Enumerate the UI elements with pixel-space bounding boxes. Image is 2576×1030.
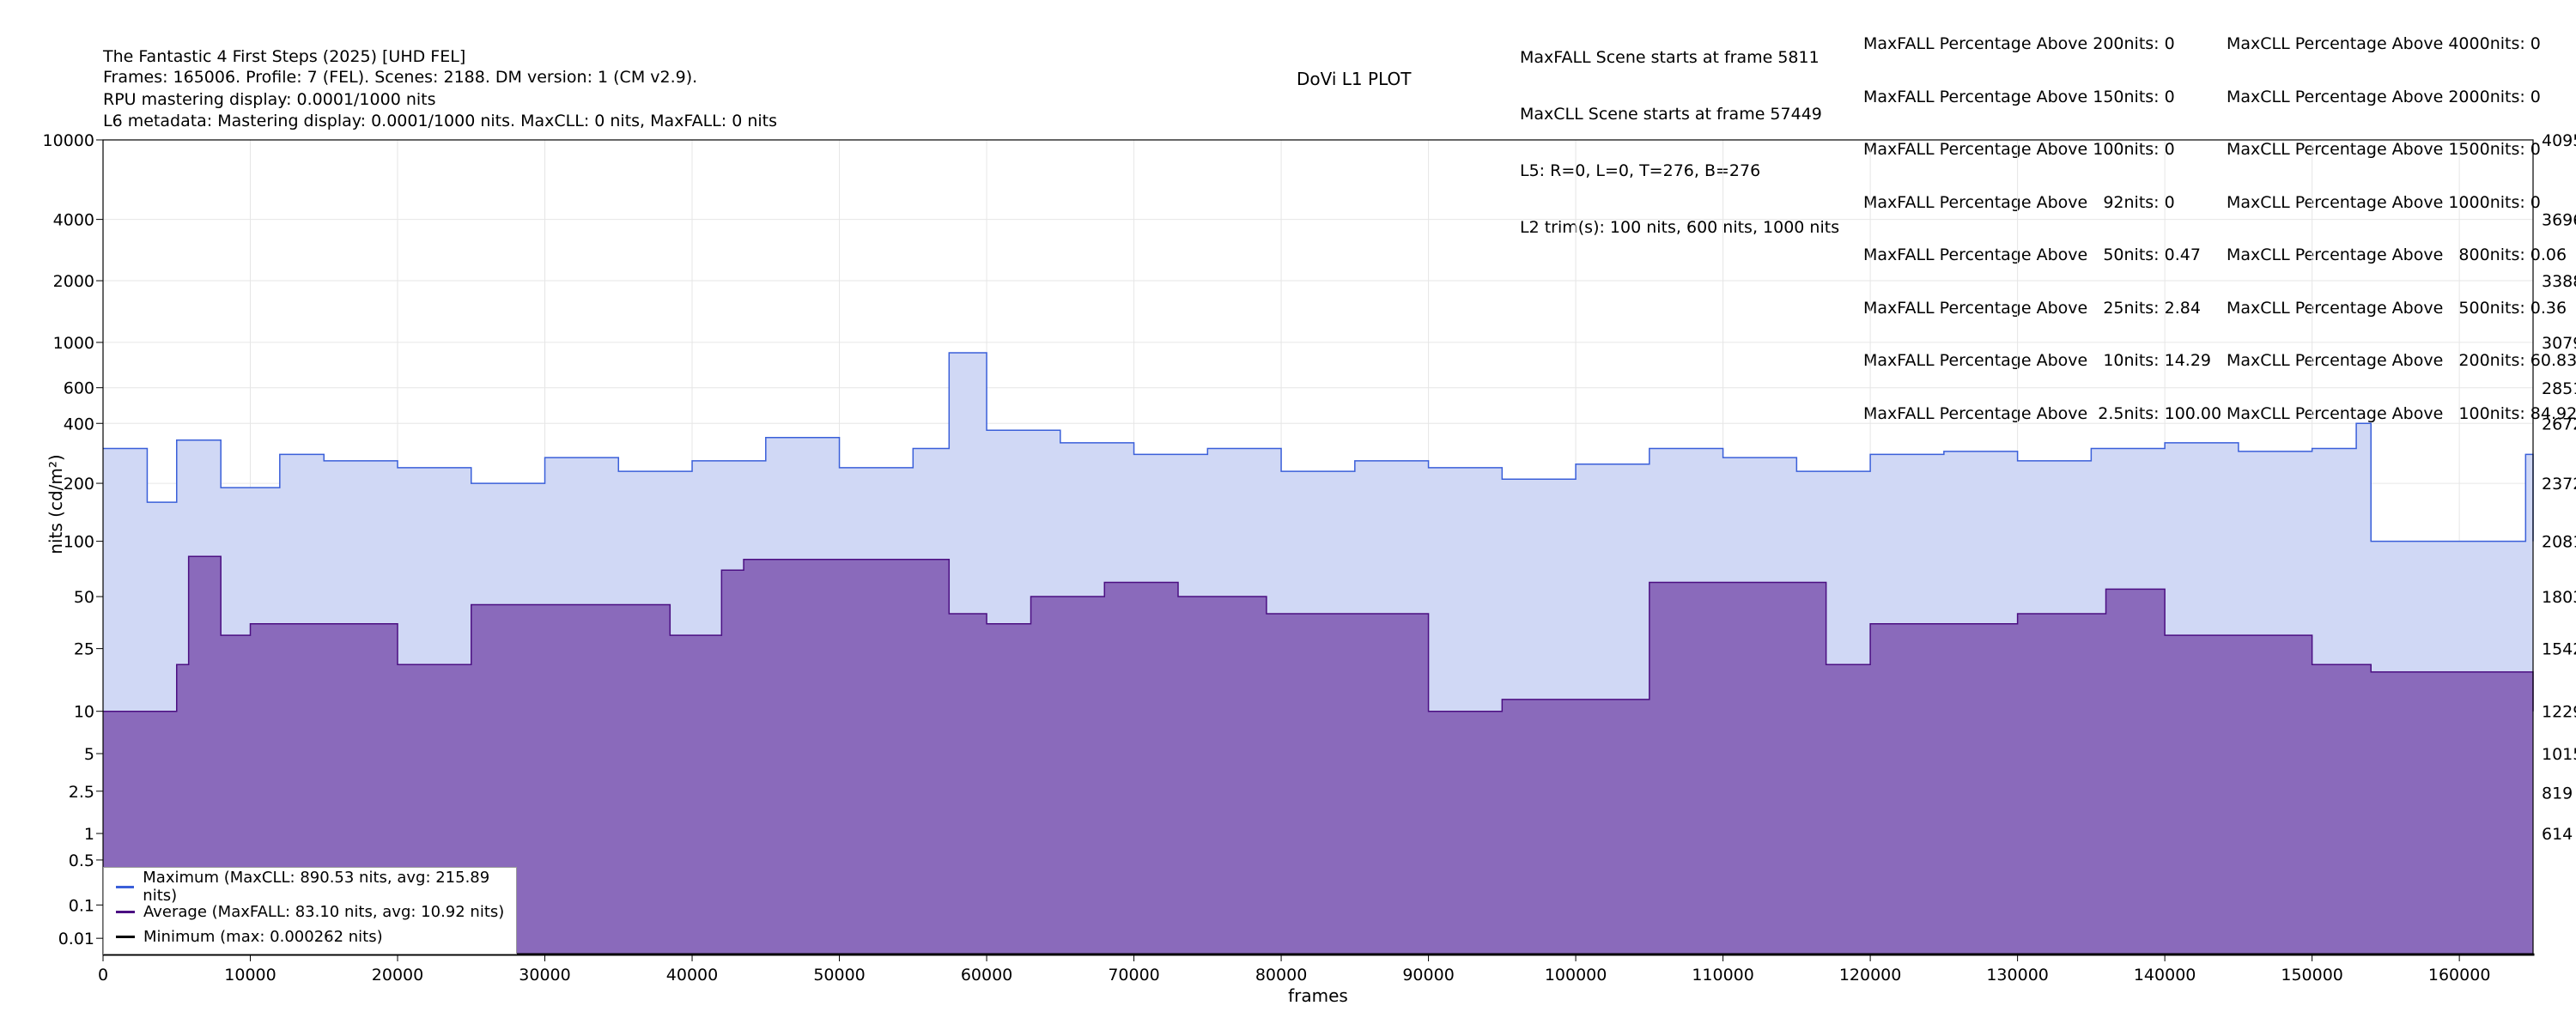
plot-title: DoVi L1 PLOT <box>1297 69 1412 89</box>
y-right-tick-label: 3388 <box>2542 272 2576 291</box>
maxcll-stat-line: MaxCLL Percentage Above 200nits: 60.83 <box>2227 351 2576 370</box>
x-tick-label: 50000 <box>813 966 865 985</box>
scene-info-line: L5: R=0, L=0, T=276, B=276 <box>1520 161 1761 180</box>
x-tick-label: 10000 <box>224 966 276 985</box>
x-axis-label: frames <box>1288 985 1348 1006</box>
y-right-tick-label: 4095 <box>2542 131 2576 150</box>
maxcll-stat-line: MaxCLL Percentage Above 2000nits: 0 <box>2227 87 2541 106</box>
y-tick-label: 200 <box>64 475 94 494</box>
scene-info-block: MaxFALL Scene starts at frame 5811 MaxCL… <box>1520 14 1839 258</box>
y-right-tick-label: 3079 <box>2542 334 2576 353</box>
y-right-tick-label: 1803 <box>2542 588 2576 607</box>
x-tick-label: 160000 <box>2428 966 2491 985</box>
y-tick-label: 50 <box>74 588 94 607</box>
x-tick-label: 80000 <box>1255 966 1307 985</box>
y-right-tick-label: 1015 <box>2542 745 2576 764</box>
x-tick-label: 140000 <box>2134 966 2196 985</box>
plot-frame <box>102 139 2534 955</box>
y-right-tick-label: 1542 <box>2542 640 2576 659</box>
maxfall-stat-line: MaxFALL Percentage Above 92nits: 0 <box>1863 192 2175 212</box>
legend: Maximum (MaxCLL: 890.53 nits, avg: 215.8… <box>103 867 517 954</box>
maxfall-stat-line: MaxFALL Percentage Above 2.5nits: 100.00 <box>1863 403 2222 423</box>
y-right-tick-label: 3696 <box>2542 211 2576 230</box>
x-tick-label: 60000 <box>961 966 1012 985</box>
scene-info-line: MaxFALL Scene starts at frame 5811 <box>1520 48 1820 67</box>
x-tick-label: 120000 <box>1839 966 1902 985</box>
x-tick-label: 150000 <box>2281 966 2343 985</box>
maxcll-stat-line: MaxCLL Percentage Above 500nits: 0.36 <box>2227 298 2567 318</box>
rpu-info: RPU mastering display: 0.0001/1000 nits <box>103 90 436 109</box>
scene-info-line: MaxCLL Scene starts at frame 57449 <box>1520 105 1822 124</box>
legend-item-average: Average (MaxFALL: 83.10 nits, avg: 10.92… <box>116 901 504 922</box>
y-right-tick-label: 614 <box>2542 825 2573 844</box>
y-tick-label: 2000 <box>53 272 94 291</box>
maxfall-stat-line: MaxFALL Percentage Above 25nits: 2.84 <box>1863 298 2201 318</box>
y-tick-label: 4000 <box>53 211 94 230</box>
maxfall-stats: MaxFALL Percentage Above 200nits: 0 MaxF… <box>1863 0 2221 440</box>
y-right-tick-label: 2851 <box>2542 379 2576 398</box>
x-tick-label: 40000 <box>666 966 718 985</box>
y-tick-label: 10 <box>74 703 94 722</box>
x-tick-label: 100000 <box>1545 966 1607 985</box>
maxcll-stat-line: MaxCLL Percentage Above 800nits: 0.06 <box>2227 245 2567 264</box>
legend-swatch-maximum <box>116 885 135 888</box>
frames-info: Frames: 165006. Profile: 7 (FEL). Scenes… <box>103 68 698 87</box>
x-tick-label: 30000 <box>519 966 570 985</box>
y-right-tick-label: 2081 <box>2542 533 2576 552</box>
legend-swatch-average <box>116 910 135 913</box>
l6-info: L6 metadata: Mastering display: 0.0001/1… <box>103 112 778 130</box>
scene-info-line: L2 trim(s): 100 nits, 600 nits, 1000 nit… <box>1520 218 1840 237</box>
y-tick-label: 25 <box>74 640 94 659</box>
maxfall-stat-line: MaxFALL Percentage Above 50nits: 0.47 <box>1863 245 2201 264</box>
x-tick-label: 20000 <box>372 966 423 985</box>
legend-label-maximum: Maximum (MaxCLL: 890.53 nits, avg: 215.8… <box>143 869 490 905</box>
x-tick-label: 130000 <box>1986 966 2049 985</box>
maximum-series-line <box>103 352 2534 542</box>
y-tick-label: 5 <box>84 745 94 764</box>
average-series-area <box>103 556 2533 954</box>
legend-label-minimum: Minimum (max: 0.000262 nits) <box>143 927 383 946</box>
maxfall-stat-line: MaxFALL Percentage Above 100nits: 0 <box>1863 140 2175 159</box>
average-series-line <box>103 555 2534 712</box>
maxfall-stat-line: MaxFALL Percentage Above 10nits: 14.29 <box>1863 351 2212 370</box>
y-right-tick-label: 1229 <box>2542 702 2576 721</box>
y-tick-label: 2.5 <box>69 783 94 802</box>
legend-label-average: Average (MaxFALL: 83.10 nits, avg: 10.92… <box>143 902 505 921</box>
y-tick-label: 10000 <box>43 131 94 150</box>
y-tick-label: 1000 <box>53 334 94 353</box>
y-tick-label: 1 <box>84 825 94 844</box>
maxfall-stat-line: MaxFALL Percentage Above 150nits: 0 <box>1863 87 2175 106</box>
y-right-tick-label: 819 <box>2542 784 2573 803</box>
x-tick-label: 0 <box>98 966 108 985</box>
x-tick-label: 70000 <box>1108 966 1159 985</box>
y-tick-label: 0.1 <box>69 896 94 915</box>
maxcll-stat-line: MaxCLL Percentage Above 100nits: 84.92 <box>2227 403 2576 423</box>
y-tick-label: 0.5 <box>69 851 94 870</box>
y-tick-label: 0.01 <box>58 930 94 948</box>
maxfall-stat-line: MaxFALL Percentage Above 200nits: 0 <box>1863 34 2175 53</box>
x-tick-label: 90000 <box>1402 966 1454 985</box>
y-tick-label: 600 <box>64 379 94 398</box>
legend-item-maximum: Maximum (MaxCLL: 890.53 nits, avg: 215.8… <box>116 869 516 905</box>
y-tick-label: 400 <box>64 415 94 433</box>
maxcll-stat-line: MaxCLL Percentage Above 4000nits: 0 <box>2227 34 2541 53</box>
y-axis-label: nits (cd/m²) <box>46 454 66 554</box>
x-tick-label: 110000 <box>1692 966 1754 985</box>
chart-title: The Fantastic 4 First Steps (2025) [UHD … <box>103 47 466 66</box>
y-tick-label: 100 <box>64 533 94 552</box>
legend-swatch-minimum <box>116 935 135 938</box>
legend-item-minimum: Minimum (max: 0.000262 nits) <box>116 926 383 947</box>
